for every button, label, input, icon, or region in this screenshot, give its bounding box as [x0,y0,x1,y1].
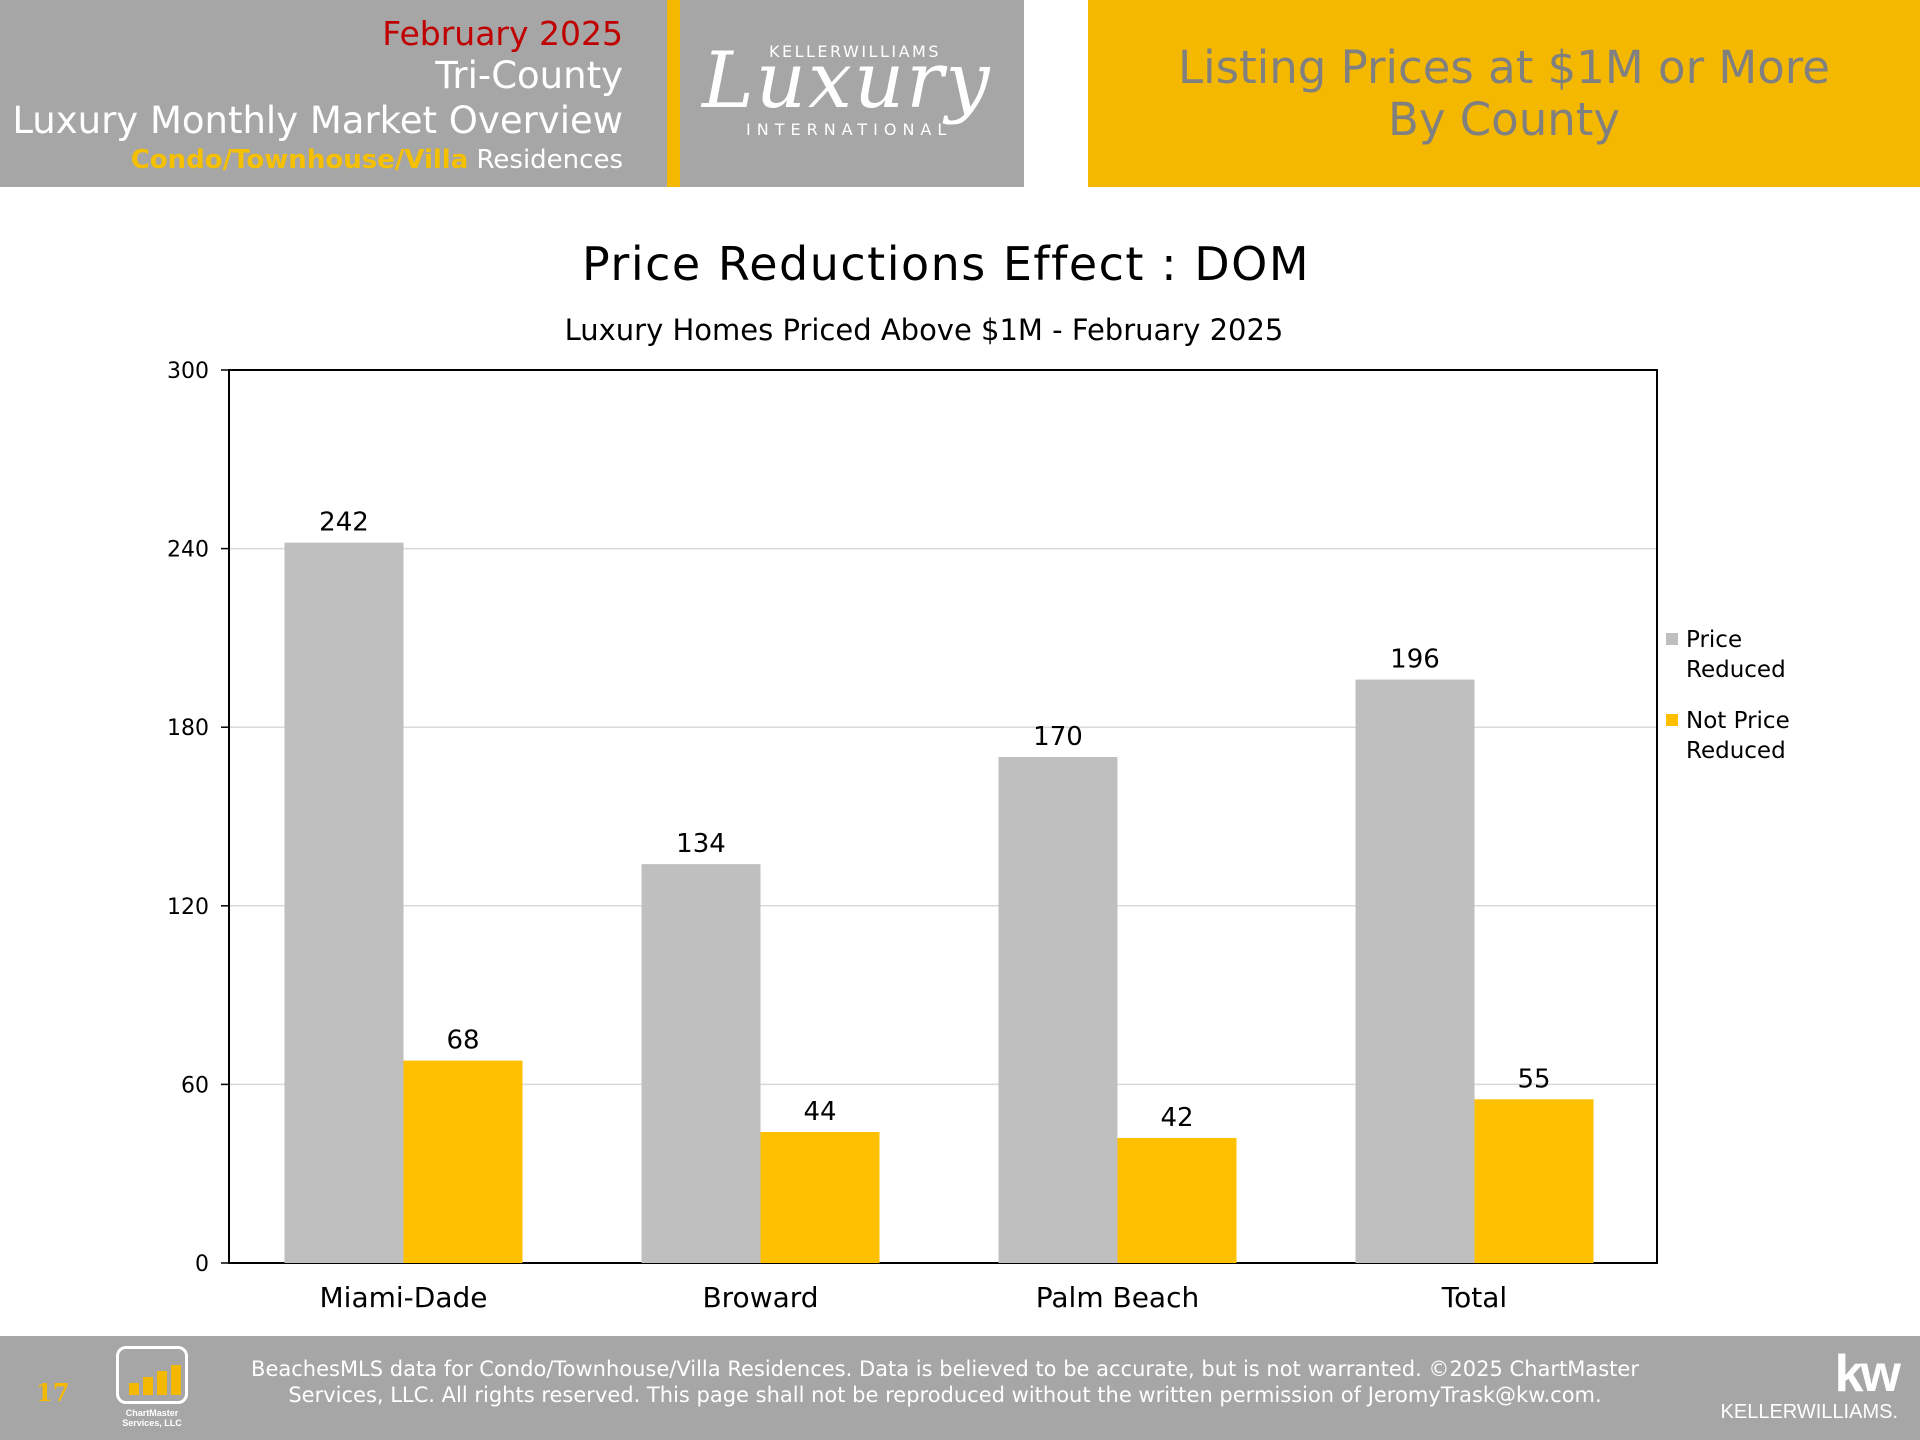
bar [1117,1137,1237,1263]
y-tick-label: 240 [167,538,209,563]
kw-luxury-logo: KELLERWILLIAMS Luxury INTERNATIONAL [680,0,1024,187]
report-subtitle-highlight: Condo/Townhouse/Villa [130,145,469,175]
legend-label: Price [1686,627,1742,653]
legend-label: Reduced [1686,657,1786,683]
chart-area: Price Reductions Effect : DOM Luxury Home… [0,200,1920,1320]
logo-label-1: ChartMaster [125,1408,179,1418]
x-tick-label: Palm Beach [1036,1281,1199,1314]
bar [403,1060,523,1263]
report-subtitle-rest: Residences [476,145,623,175]
legend-label: Reduced [1686,738,1786,764]
kw-name: KELLERWILLIAMS. [1720,1401,1898,1423]
kw-mark: kw [1834,1345,1901,1403]
chartmaster-logo-label: ChartMaster Services, LLC [110,1408,194,1428]
data-label: 44 [803,1097,836,1127]
header-stripe [667,0,680,187]
bar [641,864,761,1263]
x-tick-label: Miami-Dade [320,1281,488,1314]
keller-williams-logo: kw KELLERWILLIAMS. [1720,1345,1901,1424]
section-title-line2: By County [1387,92,1621,146]
y-tick-label: 0 [195,1252,209,1277]
report-region: Tri-County [435,54,623,97]
chartmaster-logo-icon [116,1346,188,1404]
chart-title: Price Reductions Effect : DOM [582,237,1310,291]
y-tick-label: 120 [167,895,209,920]
bar [1355,679,1475,1263]
x-tick-label: Broward [702,1281,818,1314]
bar [760,1132,880,1263]
logo-label-2: Services, LLC [122,1418,182,1428]
report-subtitle: Condo/Townhouse/Villa Residences [131,145,623,175]
logo-script-text: Luxury [702,36,992,126]
chart-subtitle: Luxury Homes Priced Above $1M - February… [565,313,1284,347]
bar-chart: Price Reductions Effect : DOM Luxury Home… [167,237,1790,1314]
x-tick-label: Total [1441,1281,1507,1314]
footer: 17 ChartMaster Services, LLC BeachesMLS … [0,1336,1920,1440]
header-right-panel: Listing Prices at $1M or More By County [1088,0,1920,187]
report-title: Luxury Monthly Market Overview [12,99,623,142]
legend-label: Not Price [1686,708,1790,734]
data-label: 55 [1517,1064,1550,1094]
legend-swatch [1666,633,1678,645]
data-label: 196 [1390,645,1440,675]
header-left-panel: February 2025 Tri-County Luxury Monthly … [0,0,667,187]
disclaimer-line2: Services, LLC. All rights reserved. This… [288,1383,1602,1407]
data-label: 134 [676,829,726,859]
bar [998,756,1118,1263]
logo-brand-text: KELLERWILLIAMS [769,42,941,61]
legend-swatch [1666,714,1678,726]
page-number: 17 [36,1378,70,1407]
disclaimer-text: BeachesMLS data for Condo/Townhouse/Vill… [230,1356,1660,1408]
bar [284,542,404,1263]
data-label: 242 [319,508,369,538]
bar [1474,1099,1594,1263]
report-date: February 2025 [382,14,623,53]
data-label: 170 [1033,722,1083,752]
disclaimer-line1: BeachesMLS data for Condo/Townhouse/Vill… [251,1357,1639,1381]
data-label: 42 [1160,1103,1193,1133]
logo-intl-text: INTERNATIONAL [746,120,953,139]
y-tick-label: 60 [181,1073,209,1098]
data-label: 68 [446,1026,479,1056]
y-tick-label: 300 [167,359,209,384]
plot-frame [228,369,1658,1264]
y-tick-label: 180 [167,716,209,741]
section-title-line1: Listing Prices at $1M or More [1178,40,1830,94]
